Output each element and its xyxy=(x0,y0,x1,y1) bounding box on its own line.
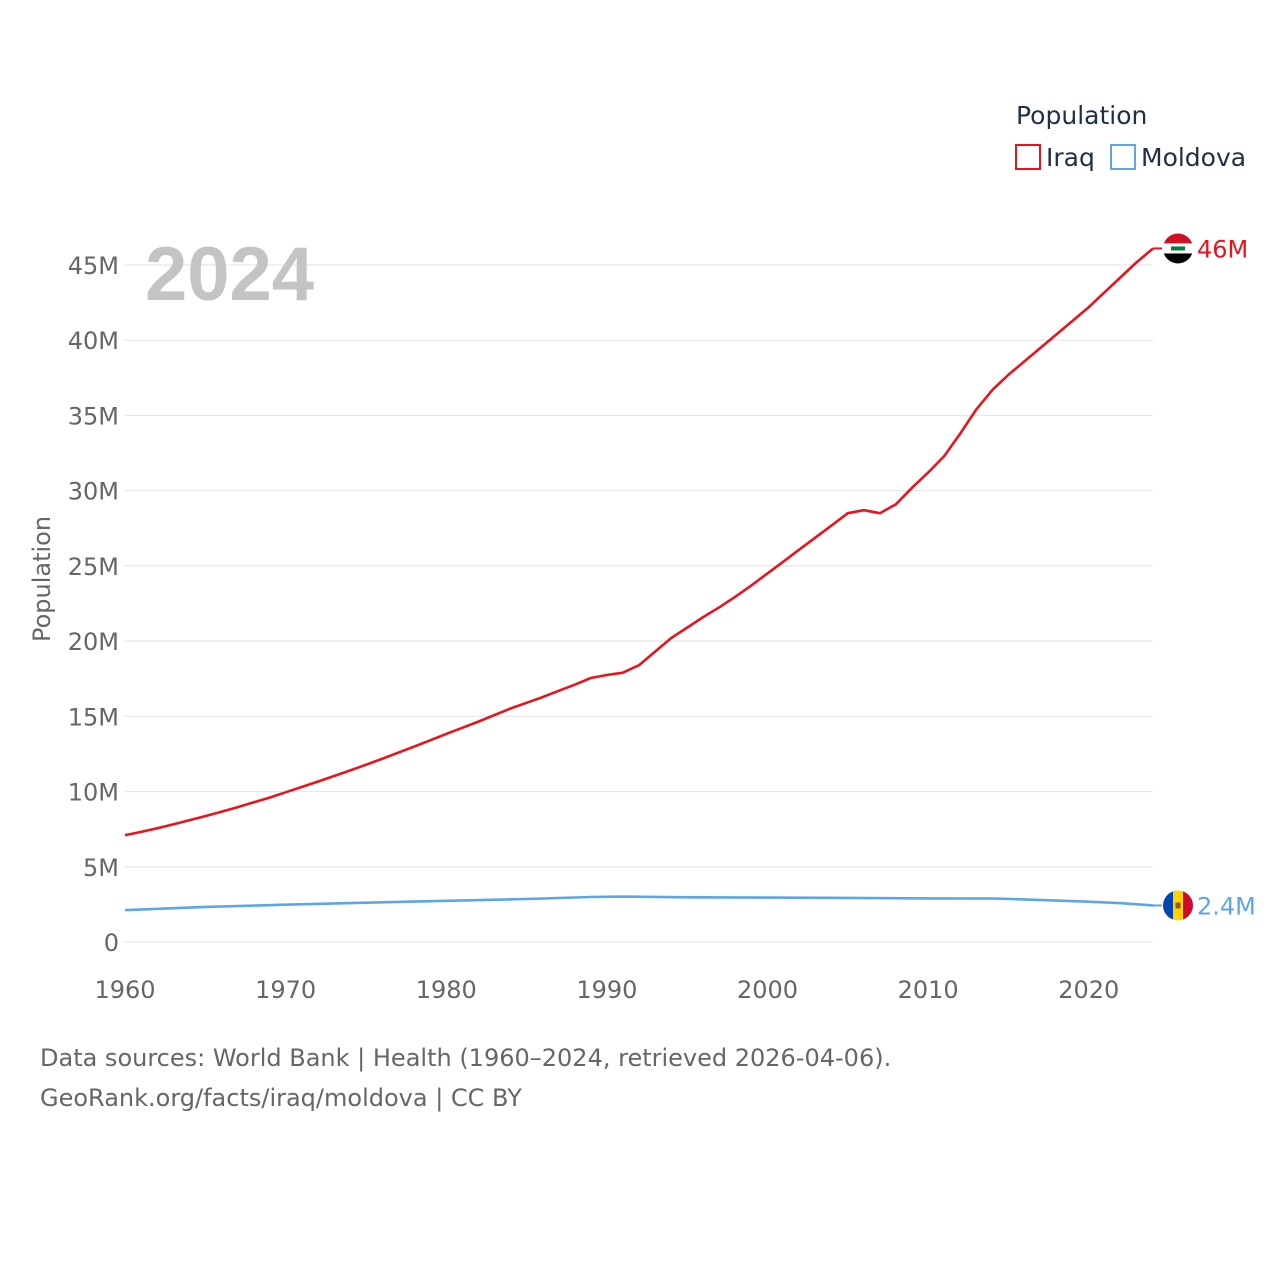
x-tick-label: 1990 xyxy=(576,976,637,1004)
legend-label-iraq[interactable]: Iraq xyxy=(1046,143,1095,172)
y-tick-label: 25M xyxy=(68,553,119,581)
y-tick-label: 15M xyxy=(68,703,119,731)
y-tick-label: 0 xyxy=(104,929,119,957)
x-axis-ticks: 1960 1970 1980 1990 2000 2010 2020 xyxy=(94,976,1119,1004)
y-tick-label: 30M xyxy=(68,478,119,506)
series-lines xyxy=(124,247,1154,912)
y-tick-label: 35M xyxy=(68,402,119,430)
end-label-moldova: 2.4M xyxy=(1197,892,1256,920)
year-label: 2024 xyxy=(145,232,314,317)
x-tick-label: 1980 xyxy=(416,976,477,1004)
y-axis-label: Population xyxy=(28,516,56,642)
series-line-iraq[interactable] xyxy=(124,247,1154,837)
x-tick-label: 2000 xyxy=(737,976,798,1004)
legend: Population Iraq Moldova xyxy=(1015,101,1246,172)
y-tick-label: 45M xyxy=(68,252,119,280)
legend-swatch-iraq[interactable] xyxy=(1015,144,1041,170)
y-tick-label: 20M xyxy=(68,628,119,656)
x-tick-label: 2010 xyxy=(898,976,959,1004)
y-tick-label: 10M xyxy=(68,779,119,807)
x-tick-label: 1960 xyxy=(94,976,155,1004)
series-end-labels: 46M 2.4M xyxy=(1153,233,1256,921)
gridlines xyxy=(125,264,1153,943)
source-line-2: GeoRank.org/facts/iraq/moldova | CC BY xyxy=(40,1084,522,1112)
legend-title: Population xyxy=(1016,101,1147,130)
y-tick-label: 5M xyxy=(83,854,119,882)
y-tick-label: 40M xyxy=(68,327,119,355)
legend-label-moldova[interactable]: Moldova xyxy=(1141,143,1246,172)
legend-swatch-moldova[interactable] xyxy=(1110,144,1136,170)
source-line-1: Data sources: World Bank | Health (1960–… xyxy=(40,1044,892,1072)
end-label-iraq: 46M xyxy=(1197,235,1248,263)
series-line-moldova[interactable] xyxy=(124,895,1154,912)
x-tick-label: 1970 xyxy=(255,976,316,1004)
y-axis-ticks: 0 5M 10M 15M 20M 25M 30M 35M 40M 45M xyxy=(68,252,119,957)
x-tick-label: 2020 xyxy=(1058,976,1119,1004)
moldova-flag-icon xyxy=(1163,890,1193,921)
iraq-flag-icon xyxy=(1163,233,1193,264)
